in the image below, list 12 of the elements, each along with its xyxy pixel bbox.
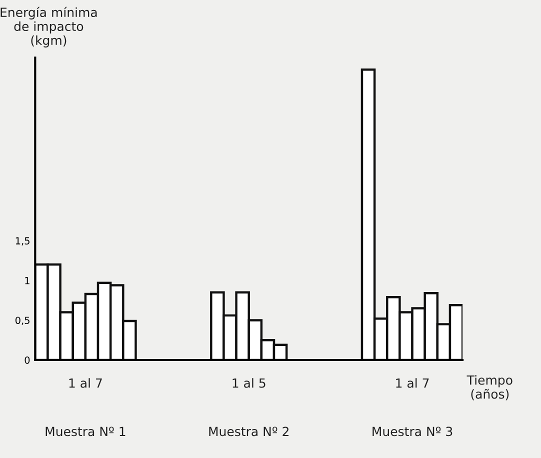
text: Muestra Nº 1 — [46, 426, 126, 436]
y-tick-label: 0,5 — [15, 316, 30, 326]
y-axis-title: Energía mínima de impacto (kgm) — [0, 6, 97, 48]
x-axis-title: Tiempo (años) — [466, 375, 512, 400]
text: Muestra Nº 3 — [372, 426, 452, 436]
text: 1 al 7 — [396, 378, 429, 388]
text: 1 al 7 — [69, 378, 102, 388]
y-tick-label: 0 — [24, 356, 30, 364]
y-tick-label: 1 — [25, 277, 30, 284]
y-tick-label: 1,5 — [16, 237, 30, 246]
text: Muestra Nº 2 — [209, 426, 288, 436]
text: 1 al 5 — [232, 378, 266, 388]
